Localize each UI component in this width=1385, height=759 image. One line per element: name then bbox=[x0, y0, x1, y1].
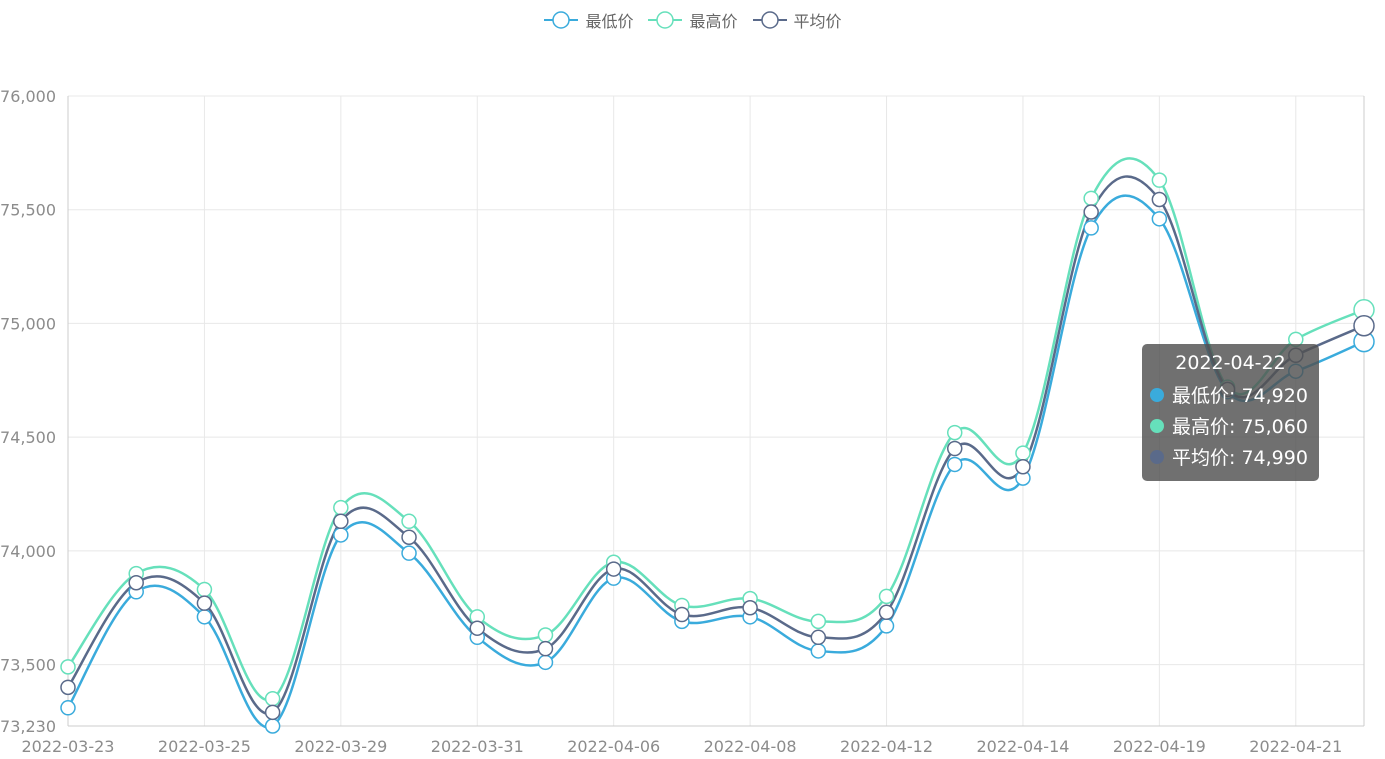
tooltip-value-min: 最低价: 74,920 bbox=[1172, 385, 1308, 407]
data-point-min[interactable] bbox=[401, 545, 417, 561]
data-point-max[interactable] bbox=[810, 613, 827, 630]
legend-item-max[interactable]: 最高价 bbox=[647, 8, 738, 32]
tooltip-row-max: 最高价: 75,060 bbox=[1150, 410, 1319, 441]
data-point-avg[interactable] bbox=[401, 529, 417, 545]
data-point-min[interactable] bbox=[1151, 211, 1168, 227]
x-tick-label: 2022-04-21 bbox=[1249, 737, 1342, 756]
y-tick-label: 73,230 bbox=[0, 717, 56, 736]
data-point-avg[interactable] bbox=[128, 574, 144, 591]
x-tick-label: 2022-04-14 bbox=[976, 737, 1069, 756]
y-tick-label: 75,500 bbox=[0, 201, 56, 220]
tooltip-row-min: 最低价: 74,920 bbox=[1150, 379, 1319, 410]
data-point-min[interactable] bbox=[196, 609, 213, 625]
x-axis-labels: 2022-03-23 2022-03-25 2022-03-29 2022-03-31… bbox=[22, 737, 1343, 756]
legend-label-max: 最高价 bbox=[689, 12, 738, 31]
x-tick-label: 2022-03-31 bbox=[431, 737, 524, 756]
legend: 最低价 最高价 平均价 bbox=[0, 8, 1385, 32]
data-point-avg[interactable] bbox=[264, 704, 281, 721]
data-point-avg[interactable] bbox=[196, 595, 213, 611]
x-tick-label: 2022-03-29 bbox=[294, 737, 387, 756]
data-point-max[interactable] bbox=[401, 513, 417, 530]
data-point-avg[interactable] bbox=[1353, 314, 1375, 337]
legend-label-avg: 平均价 bbox=[793, 12, 842, 31]
x-tick-label: 2022-03-25 bbox=[158, 737, 251, 756]
tooltip-value-max: 最高价: 75,060 bbox=[1172, 416, 1308, 438]
legend-item-avg[interactable]: 平均价 bbox=[752, 8, 842, 32]
tooltip-title: 2022-04-22 bbox=[1175, 352, 1286, 374]
data-point-min[interactable] bbox=[333, 527, 349, 543]
data-point-max[interactable] bbox=[1151, 172, 1168, 188]
axes bbox=[67, 96, 1365, 727]
data-point-avg[interactable] bbox=[878, 604, 895, 621]
data-point-max[interactable] bbox=[60, 659, 76, 675]
y-axis-labels: 73,230 73,500 74,000 74,500 75,000 75,500 76,0… bbox=[0, 87, 56, 736]
data-point-min[interactable] bbox=[1083, 220, 1099, 236]
x-tick-label: 2022-04-08 bbox=[704, 737, 797, 756]
data-point-min[interactable] bbox=[537, 654, 554, 671]
data-point-max[interactable] bbox=[1083, 190, 1099, 207]
x-tick-label: 2022-03-23 bbox=[22, 737, 115, 756]
legend-item-min[interactable]: 最低价 bbox=[543, 8, 633, 32]
tooltip-dot-avg-icon bbox=[1150, 449, 1164, 464]
y-tick-label: 73,500 bbox=[0, 656, 56, 675]
data-point-min[interactable] bbox=[878, 618, 895, 634]
data-point-min[interactable] bbox=[946, 456, 963, 473]
data-point-max[interactable] bbox=[196, 581, 213, 598]
tooltip: 2022-04-22 最低价: 74,920 最高价: 75,060 平均价: … bbox=[1142, 344, 1319, 481]
legend-marker-max-icon bbox=[648, 11, 683, 29]
x-tick-label: 2022-04-06 bbox=[567, 737, 660, 756]
data-point-avg[interactable] bbox=[1015, 458, 1031, 475]
legend-label-min: 最低价 bbox=[585, 12, 634, 31]
data-point-avg[interactable] bbox=[810, 629, 827, 646]
data-point-avg[interactable] bbox=[1083, 204, 1099, 220]
data-point-max[interactable] bbox=[946, 424, 963, 441]
y-tick-label: 76,000 bbox=[0, 87, 56, 106]
data-point-avg[interactable] bbox=[469, 620, 486, 636]
data-point-avg[interactable] bbox=[742, 599, 758, 616]
data-point-min[interactable] bbox=[810, 643, 827, 659]
y-tick-label: 74,500 bbox=[0, 428, 56, 447]
data-point-avg[interactable] bbox=[946, 440, 963, 457]
data-point-avg[interactable] bbox=[537, 640, 554, 657]
legend-marker-avg-icon bbox=[752, 11, 787, 29]
series-line-min bbox=[66, 194, 1365, 729]
tooltip-dot-max-icon bbox=[1150, 418, 1164, 433]
data-point-max[interactable] bbox=[537, 627, 554, 643]
data-point-avg[interactable] bbox=[1151, 191, 1168, 208]
data-point-avg[interactable] bbox=[60, 679, 76, 696]
data-point-min[interactable] bbox=[60, 700, 76, 716]
y-tick-label: 75,000 bbox=[0, 314, 56, 333]
x-tick-label: 2022-04-12 bbox=[840, 737, 933, 756]
data-point-avg[interactable] bbox=[605, 561, 622, 577]
data-point-max[interactable] bbox=[264, 690, 281, 707]
legend-marker-min-icon bbox=[544, 11, 579, 29]
data-point-avg[interactable] bbox=[333, 513, 349, 530]
data-point-min[interactable] bbox=[264, 718, 281, 734]
data-point-max[interactable] bbox=[1015, 445, 1031, 461]
tooltip-row-avg: 平均价: 74,990 bbox=[1150, 441, 1319, 472]
data-point-avg[interactable] bbox=[674, 606, 690, 623]
tooltip-dot-min-icon bbox=[1150, 387, 1164, 402]
y-tick-label: 74,000 bbox=[0, 542, 56, 561]
data-point-max[interactable] bbox=[333, 499, 349, 516]
data-point-max[interactable] bbox=[878, 588, 895, 605]
tooltip-value-avg: 平均价: 74,990 bbox=[1172, 447, 1308, 469]
x-tick-label: 2022-04-19 bbox=[1113, 737, 1206, 756]
